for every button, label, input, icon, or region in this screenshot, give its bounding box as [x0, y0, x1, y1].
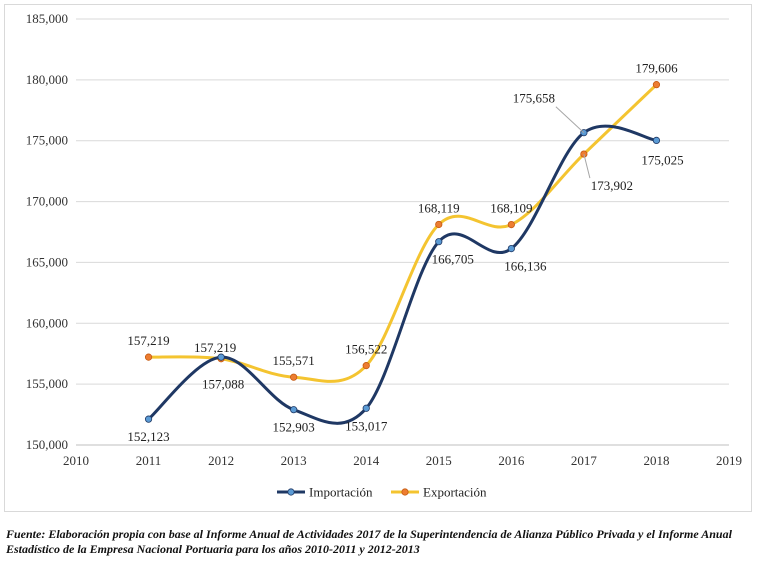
chart-frame: 150,000 155,000 160,000 165,000 170,000 175,0…	[4, 4, 752, 512]
point-exportacin-2018	[652, 81, 661, 89]
point-importacin-2015	[435, 238, 443, 246]
x-tick-label: 2013	[281, 453, 307, 468]
x-tick-label: 2015	[426, 453, 452, 468]
x-tick-label: 2011	[136, 453, 162, 468]
x-tick-label: 2012	[208, 453, 234, 468]
y-tick-label: 175,000	[26, 133, 68, 148]
x-tick-label: 2017	[571, 453, 598, 468]
x-tick-label: 2019	[716, 453, 742, 468]
legend: Importación Exportación	[277, 485, 487, 500]
data-label-importacin-2018: 175,025	[641, 152, 683, 167]
data-label-importacin-2017: 175,658	[513, 91, 555, 106]
y-tick-label: 155,000	[26, 376, 68, 391]
data-label-exportacin-2012: 157,088	[202, 377, 244, 392]
data-label-importacin-2014: 153,017	[345, 418, 388, 433]
y-axis-ticks: 150,000 155,000 160,000 165,000 170,000 175,0…	[26, 11, 68, 452]
point-importacin-2011	[144, 415, 153, 423]
point-importacin-2013	[290, 406, 298, 414]
point-exportacin-2013	[290, 373, 298, 381]
y-tick-label: 185,000	[26, 11, 68, 26]
point-importacin-2018	[652, 136, 661, 145]
point-importacin-2012	[217, 353, 225, 361]
y-tick-label: 170,000	[26, 194, 68, 209]
series-line-importacin	[147, 124, 658, 425]
data-label-exportacin-2014: 156,522	[345, 342, 387, 357]
point-exportacin-2016	[507, 220, 515, 229]
y-tick-label: 180,000	[26, 72, 68, 87]
data-label-importacin-2016: 166,136	[504, 259, 547, 274]
point-exportacin-2014	[362, 362, 370, 370]
series-lines	[144, 81, 661, 425]
point-exportacin-2015	[435, 220, 443, 229]
point-importacin-2014	[362, 404, 370, 412]
source-note: Fuente: Elaboración propia con base al I…	[6, 527, 758, 557]
x-tick-label: 2016	[498, 453, 525, 468]
y-tick-label: 165,000	[26, 254, 68, 269]
point-importacin-2016	[507, 245, 515, 253]
x-tick-label: 2014	[353, 453, 380, 468]
legend-marker-exportacin	[401, 488, 409, 496]
grid-lines	[76, 18, 729, 446]
line-chart: 150,000 155,000 160,000 165,000 170,000 175,0…	[26, 11, 742, 500]
data-label-importacin-2012: 157,219	[194, 340, 236, 355]
data-label-exportacin-2016: 168,109	[490, 201, 532, 216]
data-label-exportacin-2018: 179,606	[635, 61, 678, 76]
legend-marker-importacin	[287, 488, 295, 496]
y-tick-label: 150,000	[26, 437, 68, 452]
x-tick-label: 2010	[63, 453, 89, 468]
x-axis-ticks: 2010 2011 2012 2013 2014 2015 2016 2017 2018 2019	[63, 453, 742, 468]
leader-line-importacin-2017	[555, 106, 585, 134]
data-label-exportacin-2013: 155,571	[273, 353, 315, 368]
point-exportacin-2011	[144, 353, 153, 361]
data-label-importacin-2015: 166,705	[432, 252, 474, 267]
data-label-importacin-2013: 152,903	[273, 420, 315, 435]
data-label-importacin-2011: 152,123	[127, 429, 169, 444]
y-tick-label: 160,000	[26, 315, 68, 330]
x-tick-label: 2018	[643, 453, 669, 468]
source-note-lead: Fuente:	[6, 527, 46, 541]
data-label-exportacin-2017: 173,902	[591, 178, 633, 193]
leader-line-exportacin-2017	[583, 153, 591, 179]
data-label-exportacin-2011: 157,219	[127, 333, 169, 348]
legend-label-importacin: Importación	[309, 485, 373, 500]
series-line-exportacin	[147, 83, 658, 383]
legend-label-exportacin: Exportación	[423, 485, 487, 500]
source-note-text: Elaboración propia con base al Informe A…	[6, 527, 732, 556]
data-labels: 152,123 157,219 152,903 153,017 166,705 166,1…	[127, 61, 683, 445]
data-label-exportacin-2015: 168,119	[418, 200, 460, 215]
